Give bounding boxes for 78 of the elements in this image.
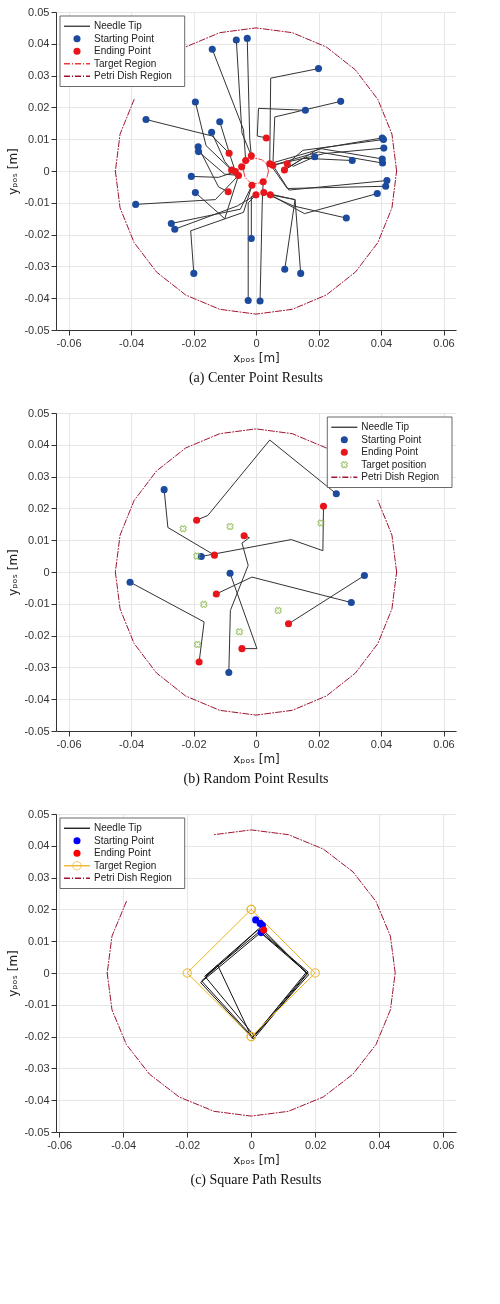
- y-tick-label: 0.01: [28, 132, 50, 145]
- legend-label: Starting Point: [94, 32, 155, 44]
- x-tick-label: 0.02: [304, 1138, 327, 1151]
- y-tick-label: -0.04: [24, 692, 50, 705]
- y-axis-title: yₚₒₛ [m]: [6, 148, 21, 195]
- y-tick-label: 0.01: [28, 934, 50, 947]
- y-tick-label: 0.05: [28, 406, 50, 419]
- y-tick-label: -0.01: [24, 998, 50, 1011]
- y-axis-title: yₚₒₛ [m]: [6, 549, 21, 596]
- x-tick-label: -0.06: [47, 1138, 73, 1151]
- legend-label: Target position: [361, 458, 427, 470]
- x-tick-label: -0.06: [56, 336, 82, 349]
- y-tick-label: -0.04: [24, 1093, 50, 1106]
- x-tick-label: 0.06: [433, 737, 455, 750]
- x-tick-label: 0.02: [308, 336, 330, 349]
- legend-label: Starting Point: [361, 433, 422, 445]
- y-tick-label: -0.03: [24, 1061, 50, 1074]
- x-tick-label: 0: [253, 737, 260, 750]
- y-tick-label: 0.03: [28, 69, 50, 82]
- y-tick-label: -0.05: [24, 724, 50, 737]
- x-tick-label: 0.04: [370, 336, 393, 349]
- legend-label: Ending Point: [94, 847, 151, 859]
- x-axis-title: xₚₒₛ [m]: [233, 350, 280, 365]
- y-tick-label: -0.02: [24, 1030, 50, 1043]
- y-tick-label: -0.03: [24, 259, 50, 272]
- x-tick-label: -0.04: [118, 737, 145, 750]
- x-tick-label: 0.06: [432, 1138, 455, 1151]
- legend-label: Needle Tip: [94, 822, 143, 834]
- x-tick-label: 0.02: [308, 737, 330, 750]
- y-tick-label: 0.01: [28, 533, 50, 546]
- x-tick-label: -0.04: [118, 336, 145, 349]
- x-tick-label: -0.06: [56, 737, 82, 750]
- y-tick-label: -0.04: [24, 291, 50, 304]
- legend-label: Target Region: [94, 57, 157, 69]
- legend-label: Starting Point: [94, 834, 155, 846]
- y-tick-label: 0.02: [28, 100, 50, 113]
- legend-label: Ending Point: [361, 446, 419, 458]
- y-tick-label: 0.05: [28, 807, 50, 820]
- y-axis-title: yₚₒₛ [m]: [6, 950, 21, 997]
- y-tick-label: -0.02: [24, 629, 50, 642]
- x-tick-label: -0.02: [181, 336, 207, 349]
- y-tick-label: 0.05: [28, 5, 50, 18]
- y-tick-label: 0.04: [28, 37, 50, 50]
- y-tick-label: -0.02: [24, 228, 50, 241]
- y-tick-label: 0: [43, 164, 50, 177]
- y-tick-label: -0.01: [24, 196, 50, 209]
- legend-label: Needle Tip: [94, 20, 143, 32]
- y-tick-label: -0.05: [24, 323, 50, 336]
- x-tick-label: 0.04: [368, 1138, 391, 1151]
- y-tick-label: 0: [43, 565, 50, 578]
- text: (a) Center Point Results: [188, 370, 324, 386]
- x-tick-label: -0.02: [181, 737, 207, 750]
- y-tick-label: -0.01: [24, 597, 50, 610]
- y-tick-label: 0.02: [28, 501, 50, 514]
- y-tick-label: 0: [43, 966, 50, 979]
- y-tick-label: 0.04: [28, 438, 50, 451]
- x-tick-label: -0.04: [111, 1138, 137, 1151]
- text: (c) Square Path Results: [190, 1172, 322, 1188]
- legend-label: Petri Dish Region: [94, 872, 172, 884]
- y-tick-label: -0.05: [24, 1125, 50, 1138]
- x-tick-label: 0.04: [370, 737, 393, 750]
- y-tick-label: -0.03: [24, 660, 50, 673]
- legend-label: Needle Tip: [361, 421, 410, 433]
- x-axis-title: xₚₒₛ [m]: [233, 1152, 280, 1167]
- legend-label: Petri Dish Region: [361, 471, 440, 483]
- x-tick-label: 0.06: [433, 336, 455, 349]
- legend-label: Target Region: [94, 859, 157, 871]
- x-tick-label: -0.02: [175, 1138, 201, 1151]
- legend-label: Petri Dish Region: [94, 70, 172, 82]
- x-tick-label: 0: [253, 336, 260, 349]
- y-tick-label: 0.03: [28, 871, 50, 884]
- legend-label: Ending Point: [94, 45, 151, 57]
- y-tick-label: 0.03: [28, 470, 50, 483]
- x-axis-title: xₚₒₛ [m]: [233, 751, 280, 766]
- y-tick-label: 0.02: [28, 902, 50, 915]
- y-tick-label: 0.04: [28, 839, 50, 852]
- x-tick-label: 0: [248, 1138, 255, 1151]
- text: (b) Random Point Results: [183, 771, 329, 787]
